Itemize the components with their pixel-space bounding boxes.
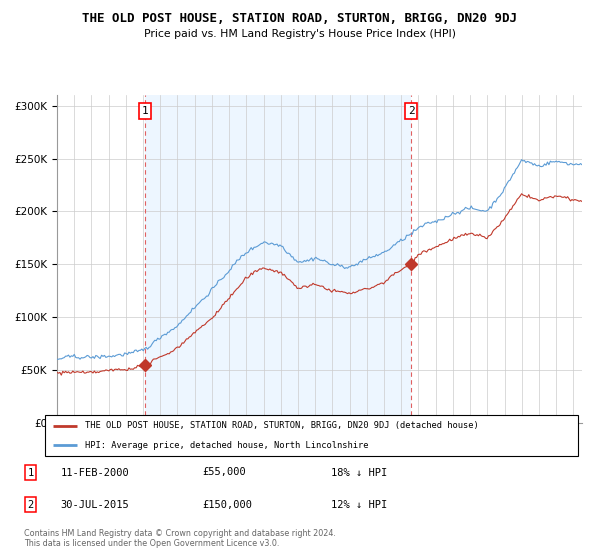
Text: £150,000: £150,000	[203, 500, 253, 510]
Text: 30-JUL-2015: 30-JUL-2015	[60, 500, 129, 510]
FancyBboxPatch shape	[45, 416, 578, 456]
Text: 11-FEB-2000: 11-FEB-2000	[60, 468, 129, 478]
Text: THE OLD POST HOUSE, STATION ROAD, STURTON, BRIGG, DN20 9DJ: THE OLD POST HOUSE, STATION ROAD, STURTO…	[83, 12, 517, 25]
Text: 12% ↓ HPI: 12% ↓ HPI	[331, 500, 387, 510]
Text: 18% ↓ HPI: 18% ↓ HPI	[331, 468, 387, 478]
Text: Price paid vs. HM Land Registry's House Price Index (HPI): Price paid vs. HM Land Registry's House …	[144, 29, 456, 39]
Text: 1: 1	[28, 468, 34, 478]
Text: THE OLD POST HOUSE, STATION ROAD, STURTON, BRIGG, DN20 9DJ (detached house): THE OLD POST HOUSE, STATION ROAD, STURTO…	[85, 421, 479, 430]
Text: 2: 2	[408, 106, 415, 116]
Bar	[145, 95, 411, 423]
Text: £55,000: £55,000	[203, 468, 247, 478]
Text: 2: 2	[28, 500, 34, 510]
Text: This data is licensed under the Open Government Licence v3.0.: This data is licensed under the Open Gov…	[24, 539, 280, 548]
Text: 1: 1	[142, 106, 149, 116]
Text: Contains HM Land Registry data © Crown copyright and database right 2024.: Contains HM Land Registry data © Crown c…	[24, 529, 336, 538]
Text: HPI: Average price, detached house, North Lincolnshire: HPI: Average price, detached house, Nort…	[85, 441, 369, 450]
